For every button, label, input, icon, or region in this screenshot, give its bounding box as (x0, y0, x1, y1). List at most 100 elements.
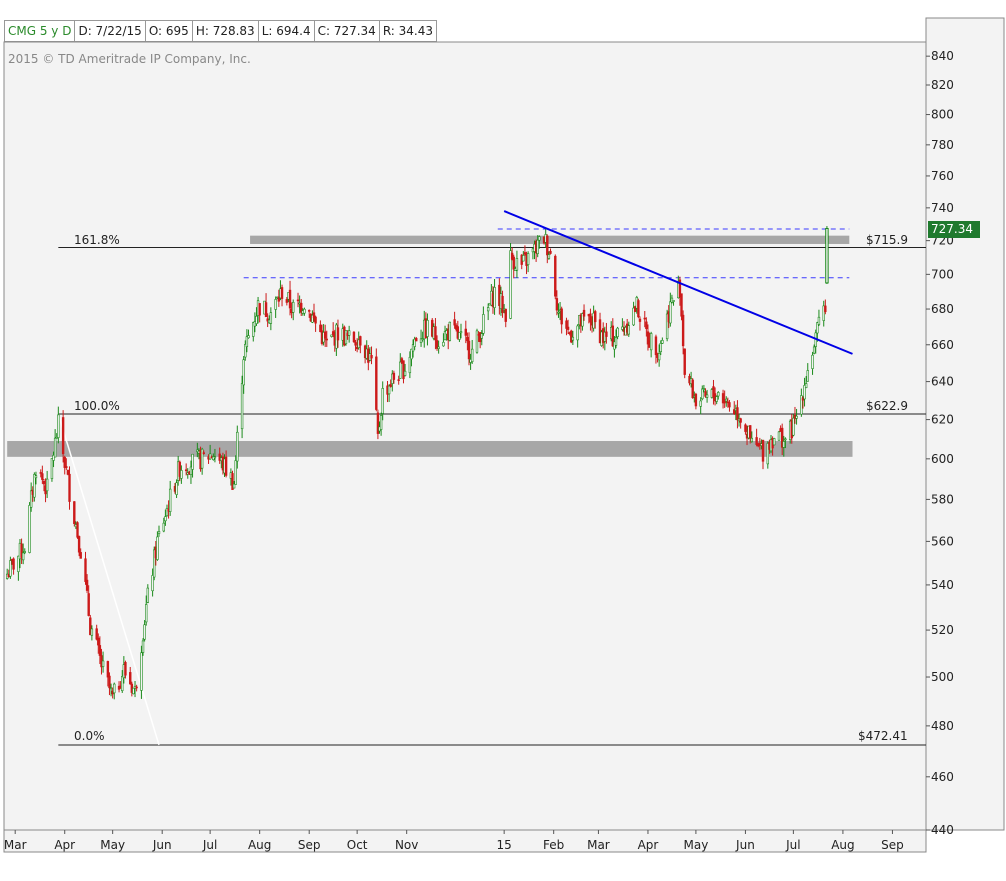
candle-body (413, 338, 416, 347)
candle-body (399, 361, 402, 379)
candle-body (480, 333, 483, 339)
candle-body (303, 308, 306, 314)
candle-body (824, 305, 827, 313)
candle-body (224, 456, 228, 476)
candle-body (274, 299, 277, 310)
candle-body (501, 295, 504, 313)
candle-body (213, 456, 217, 459)
x-tick-label: 15 (497, 838, 512, 852)
fib-label-0: 0.0% (74, 729, 105, 743)
fib-price-100: $622.9 (866, 399, 908, 413)
x-tick-label: Apr (54, 838, 75, 852)
x-tick-label: Jun (152, 838, 172, 852)
candle-body (344, 330, 348, 345)
candle-body (280, 287, 284, 299)
candle-body (245, 336, 249, 347)
candle-body (65, 466, 68, 469)
candle-body (296, 299, 300, 302)
candle-body (717, 392, 720, 397)
candle-body (98, 645, 102, 656)
fib-label-161: 161.8% (74, 233, 120, 247)
candle-body (632, 307, 635, 326)
candle-body (135, 686, 138, 689)
candle-body (242, 359, 245, 386)
y-tick-label: 480 (931, 719, 954, 733)
candle-body (202, 452, 205, 454)
candle-body (79, 552, 82, 559)
candles (5, 226, 829, 700)
candle-body (17, 555, 20, 572)
candle-body (594, 311, 597, 323)
candle-body (165, 507, 169, 517)
candle-body (33, 474, 36, 498)
candle-body (614, 337, 618, 346)
symbol-label[interactable]: CMG 5 y D (4, 20, 76, 42)
candle-body (557, 311, 560, 314)
candle-body (97, 637, 100, 646)
candle-body (795, 415, 798, 419)
candle-body (434, 326, 437, 341)
candle-body (669, 301, 672, 324)
candle-body (73, 501, 76, 524)
candle-body (554, 255, 557, 297)
candle-body (90, 628, 94, 636)
candle-body (156, 536, 159, 560)
candle-body (53, 437, 57, 458)
candle-body (236, 431, 239, 462)
y-tick-label: 800 (931, 108, 954, 122)
candle-body (435, 340, 439, 349)
candle-body (68, 473, 71, 502)
candle-body (605, 331, 608, 337)
candle-body (621, 326, 624, 330)
candle-body (728, 402, 731, 408)
candle-body (725, 398, 728, 402)
candle-body-last (825, 228, 829, 284)
candle-body (649, 333, 653, 351)
y-tick-label: 760 (931, 169, 954, 183)
candle-body (421, 338, 424, 340)
fib-price-0: $472.41 (858, 729, 908, 743)
candle-body (437, 346, 440, 349)
candle-body (721, 393, 725, 404)
candle-body (761, 439, 765, 462)
candle-body (466, 337, 469, 342)
candle-body (347, 330, 351, 336)
candle-body (784, 438, 787, 441)
date-readout: D: 7/22/15 (75, 20, 146, 42)
open-readout: O: 695 (145, 20, 193, 42)
candle-body (616, 327, 619, 337)
candle-body (129, 672, 132, 685)
candle-body (23, 551, 26, 553)
candle-body (200, 448, 204, 469)
candle-body (57, 414, 60, 438)
candle-body (300, 302, 303, 313)
candle-body (370, 355, 373, 359)
candle-body (403, 370, 407, 376)
fib-label-100: 100.0% (74, 399, 120, 413)
candle-body (822, 305, 825, 321)
candle-body (715, 396, 718, 402)
candle-body (234, 460, 237, 485)
candle-body (712, 386, 715, 398)
candle-body (565, 320, 568, 329)
candle-body (76, 522, 79, 538)
copyright-notice: 2015 © TD Ameritrade IP Company, Inc. (8, 52, 251, 66)
candle-body (175, 482, 178, 495)
y-tick-label: 520 (931, 623, 954, 637)
candle-body (522, 255, 525, 262)
y-tick-label: 500 (931, 670, 954, 684)
candle-body (408, 356, 412, 374)
candle-body (681, 314, 685, 347)
candle-body (39, 472, 42, 474)
x-tick-label: May (100, 838, 125, 852)
candle-body (705, 394, 709, 398)
candle-body (95, 628, 98, 640)
x-tick-label: May (683, 838, 708, 852)
y-tick-label: 600 (931, 452, 954, 466)
fib-price-161: $715.9 (866, 233, 908, 247)
candle-body (218, 453, 221, 461)
candle-body (749, 425, 752, 439)
candle-body (576, 325, 579, 341)
candle-body (659, 343, 662, 353)
